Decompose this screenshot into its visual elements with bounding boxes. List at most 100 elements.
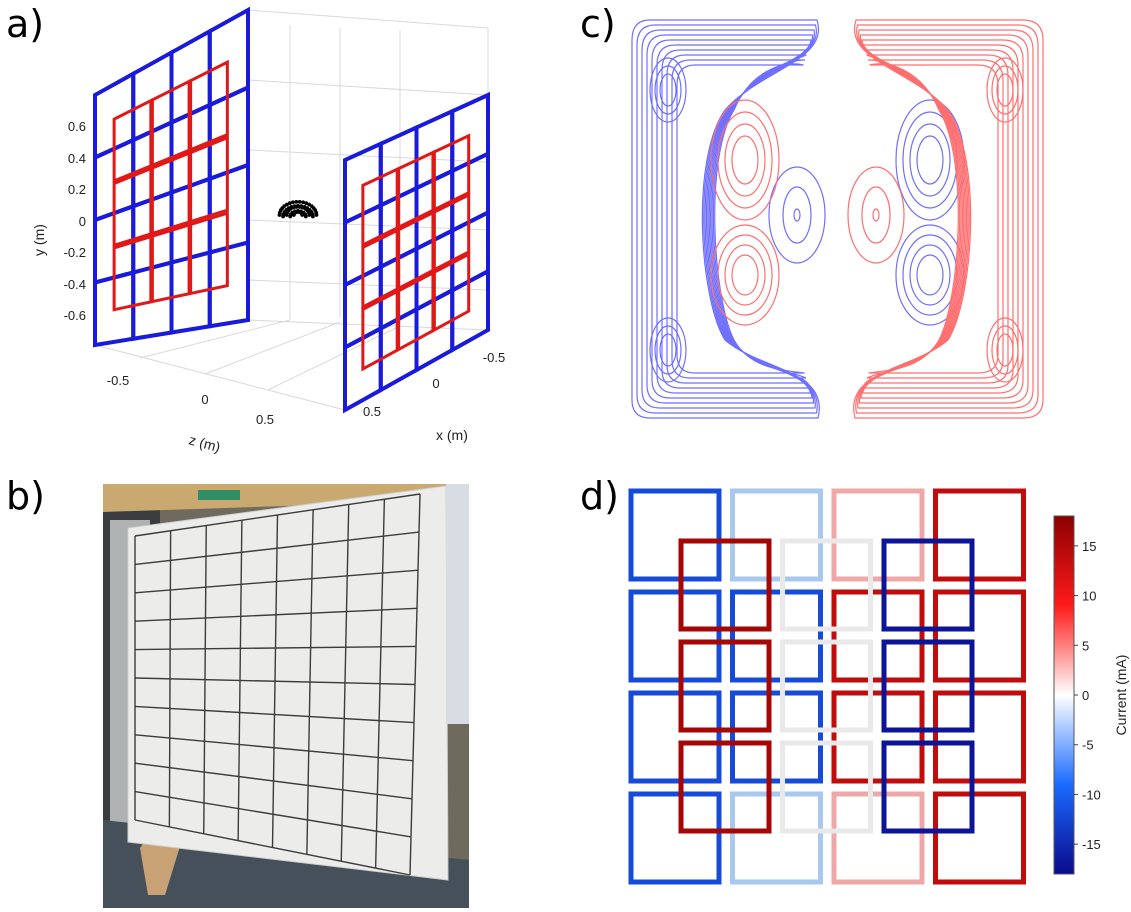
left-inner-coil bbox=[112, 234, 153, 312]
inner-coil bbox=[780, 740, 873, 834]
panel-c-negative-contours bbox=[631, 19, 965, 419]
panel-c-positive-contours bbox=[710, 19, 1044, 419]
contour-line bbox=[909, 244, 951, 306]
panel-label-a: a) bbox=[6, 2, 45, 46]
contour-line bbox=[872, 208, 880, 222]
contour-line bbox=[991, 325, 1019, 375]
photo-board bbox=[127, 485, 449, 881]
contour-line bbox=[868, 63, 999, 374]
colorbar-tick-label: 10 bbox=[1082, 589, 1096, 604]
sensor-dot bbox=[307, 213, 312, 217]
colorbar-tick-label: -5 bbox=[1082, 738, 1094, 753]
z-tick-label: 0.5 bbox=[256, 412, 274, 427]
inner-coil bbox=[881, 740, 975, 834]
outer-coil bbox=[933, 488, 1026, 582]
contour-line bbox=[654, 325, 682, 375]
wire-horizontal bbox=[134, 531, 420, 566]
outer-coil bbox=[628, 791, 722, 885]
y-tick-label: 0.6 bbox=[68, 119, 86, 134]
outer-coil bbox=[730, 488, 823, 582]
panel-label-b: b) bbox=[6, 474, 45, 518]
wire-horizontal bbox=[134, 493, 421, 537]
left-inner-coil bbox=[150, 79, 191, 168]
sensor-dot bbox=[299, 204, 304, 209]
panel-a-xlabel: x (m) bbox=[436, 427, 468, 443]
contour-line bbox=[731, 254, 759, 296]
sensor-dot bbox=[293, 209, 297, 214]
photo-ceiling bbox=[103, 484, 469, 512]
outer-coil bbox=[628, 690, 722, 784]
photo-wire-grid bbox=[134, 493, 421, 876]
right-inner-coil bbox=[432, 133, 471, 213]
contour-line bbox=[676, 63, 805, 374]
photo-wall-poster bbox=[446, 484, 469, 724]
inner-coil bbox=[678, 538, 772, 632]
panel-a-y-ticks: 0.6 0.4 0.2 0 -0.2 -0.4 -0.6 bbox=[64, 119, 86, 323]
sensor-dot bbox=[304, 201, 309, 206]
outer-coil bbox=[730, 589, 823, 683]
inner-coil bbox=[780, 538, 873, 632]
colorbar-tick-label: -15 bbox=[1082, 837, 1101, 852]
sensor-dot bbox=[292, 204, 297, 209]
panel-d-inner-coils bbox=[678, 538, 975, 834]
panel-label-d: d) bbox=[580, 474, 619, 518]
outer-coil bbox=[933, 791, 1026, 885]
inner-coil bbox=[881, 538, 975, 632]
contour-line bbox=[861, 186, 891, 244]
contour-line bbox=[654, 65, 682, 115]
contour-line bbox=[782, 186, 812, 244]
contour-line bbox=[724, 244, 766, 306]
right-inner-coil bbox=[432, 192, 471, 273]
wire-horizontal bbox=[134, 762, 413, 800]
left-inner-coil bbox=[112, 98, 153, 184]
sensor-dot bbox=[303, 214, 308, 219]
left-inner-coil bbox=[189, 135, 229, 224]
sensor-dot bbox=[297, 200, 302, 204]
right-inner-coil bbox=[432, 251, 471, 333]
contour-line bbox=[996, 73, 1014, 107]
inner-coil bbox=[678, 740, 772, 834]
panel-a-x-ticks: -0.5 0 0.5 bbox=[363, 350, 505, 419]
wire-horizontal bbox=[134, 677, 416, 686]
left-inner-coil bbox=[150, 222, 191, 304]
panel-a-z-ticks: -0.5 0 0.5 bbox=[107, 373, 274, 427]
outer-coil bbox=[933, 690, 1026, 784]
panel-label-c: c) bbox=[580, 2, 616, 46]
colorbar-tick-label: 0 bbox=[1082, 688, 1089, 703]
sensor-dot bbox=[285, 202, 289, 207]
contour-line bbox=[768, 166, 826, 264]
contour-line bbox=[659, 73, 677, 107]
panel-a-right-outer-coils bbox=[343, 91, 490, 414]
left-inner-coil bbox=[189, 211, 229, 296]
inner-coil bbox=[780, 639, 873, 733]
y-tick-label: -0.4 bbox=[64, 277, 86, 292]
left-inner-coil bbox=[189, 59, 229, 152]
contour-line bbox=[649, 57, 687, 123]
colorbar bbox=[1053, 515, 1075, 875]
sensor-dot bbox=[289, 205, 294, 209]
panel-a-coil-plot: 0.6 0.4 0.2 0 -0.2 -0.4 -0.6 y (m) -0.5 0 0.5 z … bbox=[31, 6, 505, 455]
colorbar-label: Current (mA) bbox=[1113, 655, 1129, 736]
panel-a-zlabel: z (m) bbox=[187, 431, 222, 455]
x-tick-label: 0 bbox=[432, 376, 439, 391]
y-tick-label: -0.6 bbox=[64, 308, 86, 323]
contour-line bbox=[916, 254, 944, 296]
y-tick-label: 0 bbox=[79, 214, 86, 229]
wire-horizontal bbox=[134, 705, 415, 724]
photo-exit-sign bbox=[198, 490, 240, 500]
outer-coil bbox=[831, 690, 925, 784]
wire-horizontal bbox=[134, 607, 418, 622]
contour-line bbox=[710, 99, 780, 221]
x-tick-label: 0.5 bbox=[363, 404, 381, 419]
contour-line bbox=[710, 224, 780, 326]
z-tick-label: -0.5 bbox=[107, 373, 129, 388]
panel-a-right-inner-coils bbox=[361, 133, 471, 372]
left-inner-coil bbox=[150, 150, 191, 236]
panel-a-left-outer-coils bbox=[93, 6, 250, 348]
outer-coil bbox=[831, 791, 925, 885]
contour-line bbox=[724, 123, 766, 197]
contour-line bbox=[986, 57, 1024, 123]
sensor-dot bbox=[291, 200, 295, 205]
y-tick-label: 0.4 bbox=[68, 151, 86, 166]
